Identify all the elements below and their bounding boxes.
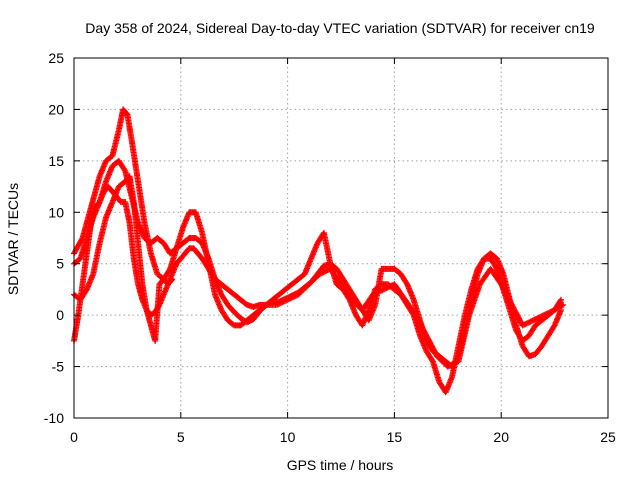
x-axis-label: GPS time / hours [287,457,394,473]
series-4 [71,173,176,344]
x-tick-label: 20 [493,429,509,445]
y-tick-label: 10 [48,204,64,220]
y-tick-label: -5 [52,359,65,375]
y-tick-label: -10 [44,410,64,426]
y-tick-label: 5 [56,256,64,272]
x-tick-label: 0 [70,429,78,445]
plot-border [73,57,609,419]
chart-title: Day 358 of 2024, Sidereal Day-to-day VTE… [85,20,595,36]
y-tick-label: 20 [48,101,64,117]
y-tick-label: 25 [48,50,64,66]
x-tick-label: 15 [387,429,403,445]
data-point [78,236,85,243]
data-point [558,296,565,303]
plot-frame [73,57,609,419]
y-tick-label: 15 [48,153,64,169]
data-point [168,277,175,284]
data-point [557,298,564,304]
grid [74,58,608,418]
y-axis-label: SDTVAR / TECUs [5,183,21,295]
x-tick-label: 25 [600,429,616,445]
x-tick-label: 5 [177,429,185,445]
y-tick-label: 0 [56,307,64,323]
data-point [493,264,500,271]
data-point [558,302,565,309]
data-point [429,357,436,364]
x-tick-label: 10 [280,429,296,445]
data-point [169,276,176,283]
data-point [121,166,128,173]
data-point [560,301,567,308]
axis-ticks: 0 5 10 15 20 25 -10 -5 0 5 10 15 20 25 [44,50,616,445]
